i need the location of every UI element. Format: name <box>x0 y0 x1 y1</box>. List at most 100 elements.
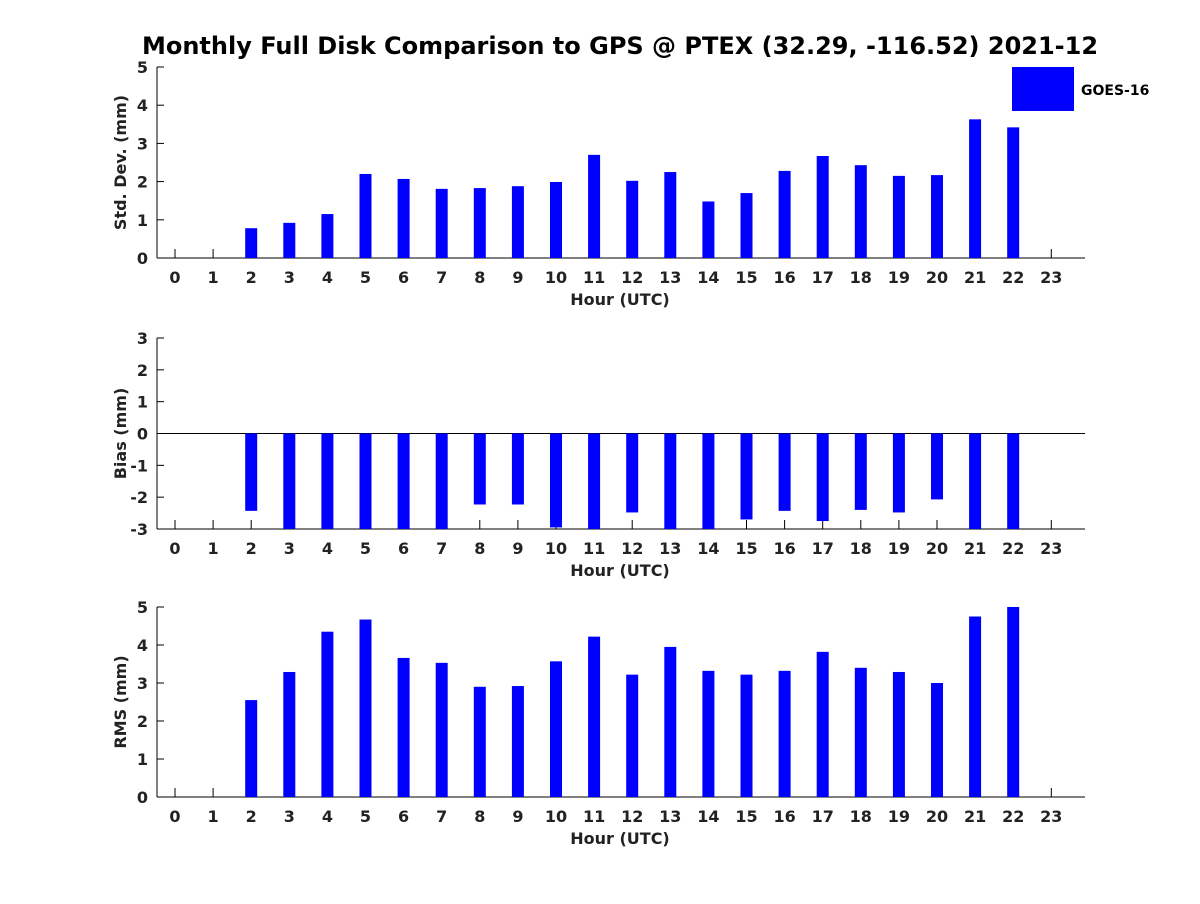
std-dev-bar <box>664 172 676 258</box>
rms-x-tick-label: 1 <box>208 807 219 826</box>
std-dev-x-axis-label: Hour (UTC) <box>570 290 670 309</box>
rms-bar <box>512 686 524 797</box>
bias-y-tick-label: -1 <box>130 456 148 475</box>
bias-bar <box>283 434 295 530</box>
rms-y-axis-label: RMS (mm) <box>111 655 130 748</box>
rms-bar <box>245 700 257 797</box>
std-dev-x-tick-label: 17 <box>812 268 834 287</box>
rms-x-tick-label: 0 <box>169 807 180 826</box>
rms-bar <box>626 675 638 797</box>
figure-title: Monthly Full Disk Comparison to GPS @ PT… <box>142 32 1098 60</box>
bias-x-tick-label: 20 <box>926 539 948 558</box>
rms-x-tick-label: 19 <box>888 807 910 826</box>
rms-bar <box>741 675 753 797</box>
bias-x-tick-label: 18 <box>850 539 872 558</box>
rms-panel: 0123450123456789101112131415161718192021… <box>111 598 1085 848</box>
bias-y-tick-label: -3 <box>130 520 148 539</box>
rms-x-tick-label: 17 <box>812 807 834 826</box>
std-dev-x-tick-label: 3 <box>284 268 295 287</box>
rms-x-tick-label: 23 <box>1040 807 1062 826</box>
bias-x-tick-label: 23 <box>1040 539 1062 558</box>
rms-bar <box>588 637 600 797</box>
rms-bar <box>664 647 676 797</box>
bias-bar <box>817 434 829 522</box>
bias-bar <box>245 434 257 511</box>
bias-x-tick-label: 3 <box>284 539 295 558</box>
bias-x-tick-label: 0 <box>169 539 180 558</box>
rms-bar <box>436 663 448 797</box>
rms-bar <box>360 620 372 797</box>
rms-bar <box>283 672 295 797</box>
std-dev-bar <box>360 174 372 258</box>
bias-bar <box>436 434 448 530</box>
bias-bar <box>474 434 486 505</box>
bias-x-tick-label: 6 <box>398 539 409 558</box>
bias-x-tick-label: 22 <box>1002 539 1024 558</box>
bias-bar <box>702 434 714 530</box>
std-dev-bar <box>855 165 867 258</box>
rms-x-tick-label: 14 <box>697 807 719 826</box>
bias-bar <box>512 434 524 505</box>
rms-x-tick-label: 12 <box>621 807 643 826</box>
std-dev-bar <box>436 189 448 258</box>
figure: Monthly Full Disk Comparison to GPS @ PT… <box>0 0 1200 900</box>
std-dev-x-tick-label: 9 <box>512 268 523 287</box>
bias-y-tick-label: -2 <box>130 488 148 507</box>
bias-y-tick-label: 2 <box>137 361 148 380</box>
bias-bar <box>588 434 600 530</box>
std-dev-bar <box>893 176 905 258</box>
rms-bar <box>969 617 981 798</box>
std-dev-x-tick-label: 10 <box>545 268 567 287</box>
rms-x-tick-label: 18 <box>850 807 872 826</box>
std-dev-bar <box>969 119 981 258</box>
bias-bar <box>741 434 753 520</box>
bias-x-tick-label: 10 <box>545 539 567 558</box>
std-dev-x-tick-label: 18 <box>850 268 872 287</box>
bias-x-tick-label: 2 <box>246 539 257 558</box>
rms-bar <box>321 632 333 797</box>
bias-panel: -3-2-10123012345678910111213141516171819… <box>111 329 1085 580</box>
std-dev-x-tick-label: 16 <box>773 268 795 287</box>
std-dev-bar <box>817 156 829 258</box>
bias-x-tick-label: 7 <box>436 539 447 558</box>
bias-x-tick-label: 17 <box>812 539 834 558</box>
bias-x-tick-label: 11 <box>583 539 605 558</box>
rms-x-tick-label: 2 <box>246 807 257 826</box>
std-dev-bar <box>741 193 753 258</box>
std-dev-x-tick-label: 12 <box>621 268 643 287</box>
std-dev-y-tick-label: 0 <box>137 249 148 268</box>
rms-bar <box>1007 607 1019 797</box>
legend: GOES-16 <box>1012 67 1149 111</box>
rms-x-tick-label: 20 <box>926 807 948 826</box>
std-dev-bar <box>550 182 562 258</box>
std-dev-bar <box>283 223 295 258</box>
rms-y-tick-label: 0 <box>137 788 148 807</box>
bias-x-tick-label: 1 <box>208 539 219 558</box>
std-dev-x-tick-label: 4 <box>322 268 333 287</box>
rms-x-tick-label: 13 <box>659 807 681 826</box>
rms-bar <box>779 671 791 797</box>
std-dev-x-tick-label: 23 <box>1040 268 1062 287</box>
rms-y-tick-label: 1 <box>137 750 148 769</box>
bias-bar <box>893 434 905 513</box>
std-dev-x-tick-label: 11 <box>583 268 605 287</box>
std-dev-x-tick-label: 8 <box>474 268 485 287</box>
rms-x-tick-label: 15 <box>735 807 757 826</box>
rms-x-tick-label: 10 <box>545 807 567 826</box>
bias-x-tick-label: 8 <box>474 539 485 558</box>
bias-bar <box>1007 434 1019 530</box>
bias-x-tick-label: 19 <box>888 539 910 558</box>
rms-x-tick-label: 4 <box>322 807 333 826</box>
std-dev-x-tick-label: 13 <box>659 268 681 287</box>
std-dev-x-tick-label: 19 <box>888 268 910 287</box>
std-dev-x-tick-label: 7 <box>436 268 447 287</box>
rms-y-tick-label: 3 <box>137 674 148 693</box>
std-dev-y-tick-label: 4 <box>137 96 148 115</box>
chart-figure: Monthly Full Disk Comparison to GPS @ PT… <box>0 0 1200 900</box>
std-dev-x-tick-label: 2 <box>246 268 257 287</box>
bias-x-tick-label: 5 <box>360 539 371 558</box>
rms-y-tick-label: 4 <box>137 636 148 655</box>
bias-y-tick-label: 0 <box>137 425 148 444</box>
bias-bar <box>360 434 372 530</box>
rms-bar <box>474 687 486 797</box>
